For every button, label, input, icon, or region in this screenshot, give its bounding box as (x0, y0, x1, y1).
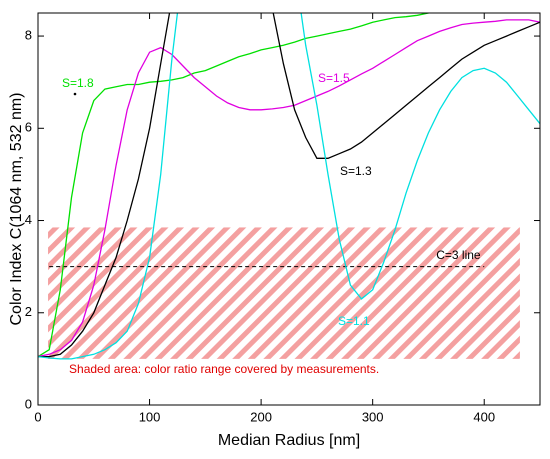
y-tick-label: 8 (25, 27, 32, 42)
dot (73, 92, 77, 96)
x-tick-label: 200 (250, 409, 272, 424)
reference-label: C=3 line (436, 248, 481, 262)
series-line (38, 19, 540, 358)
series-label: S=1.1 (338, 314, 370, 328)
series-label: S=1.8 (62, 76, 94, 90)
y-tick-label: 6 (25, 120, 32, 135)
x-tick-label: 300 (362, 409, 384, 424)
series-line (38, 13, 540, 360)
y-tick-label: 4 (25, 212, 32, 227)
y-tick-label: 0 (25, 396, 32, 411)
series-line (38, 13, 540, 358)
x-tick-label: 100 (139, 409, 161, 424)
x-tick-label: 0 (34, 409, 41, 424)
y-axis-title: Color Index C(1064 nm, 532 nm) (8, 93, 25, 326)
x-tick-label: 400 (473, 409, 495, 424)
series-line (38, 13, 432, 358)
x-axis-title: Median Radius [nm] (218, 432, 360, 449)
shade-label: Shaded area: color ratio range covered b… (69, 362, 379, 376)
plot-frame (37, 12, 541, 406)
y-tick-label: 2 (25, 304, 32, 319)
series-label: S=1.5 (318, 71, 350, 85)
shaded-area (48, 227, 520, 359)
series-group (38, 13, 540, 360)
plot-area (38, 13, 540, 360)
series-label: S=1.3 (340, 164, 372, 178)
